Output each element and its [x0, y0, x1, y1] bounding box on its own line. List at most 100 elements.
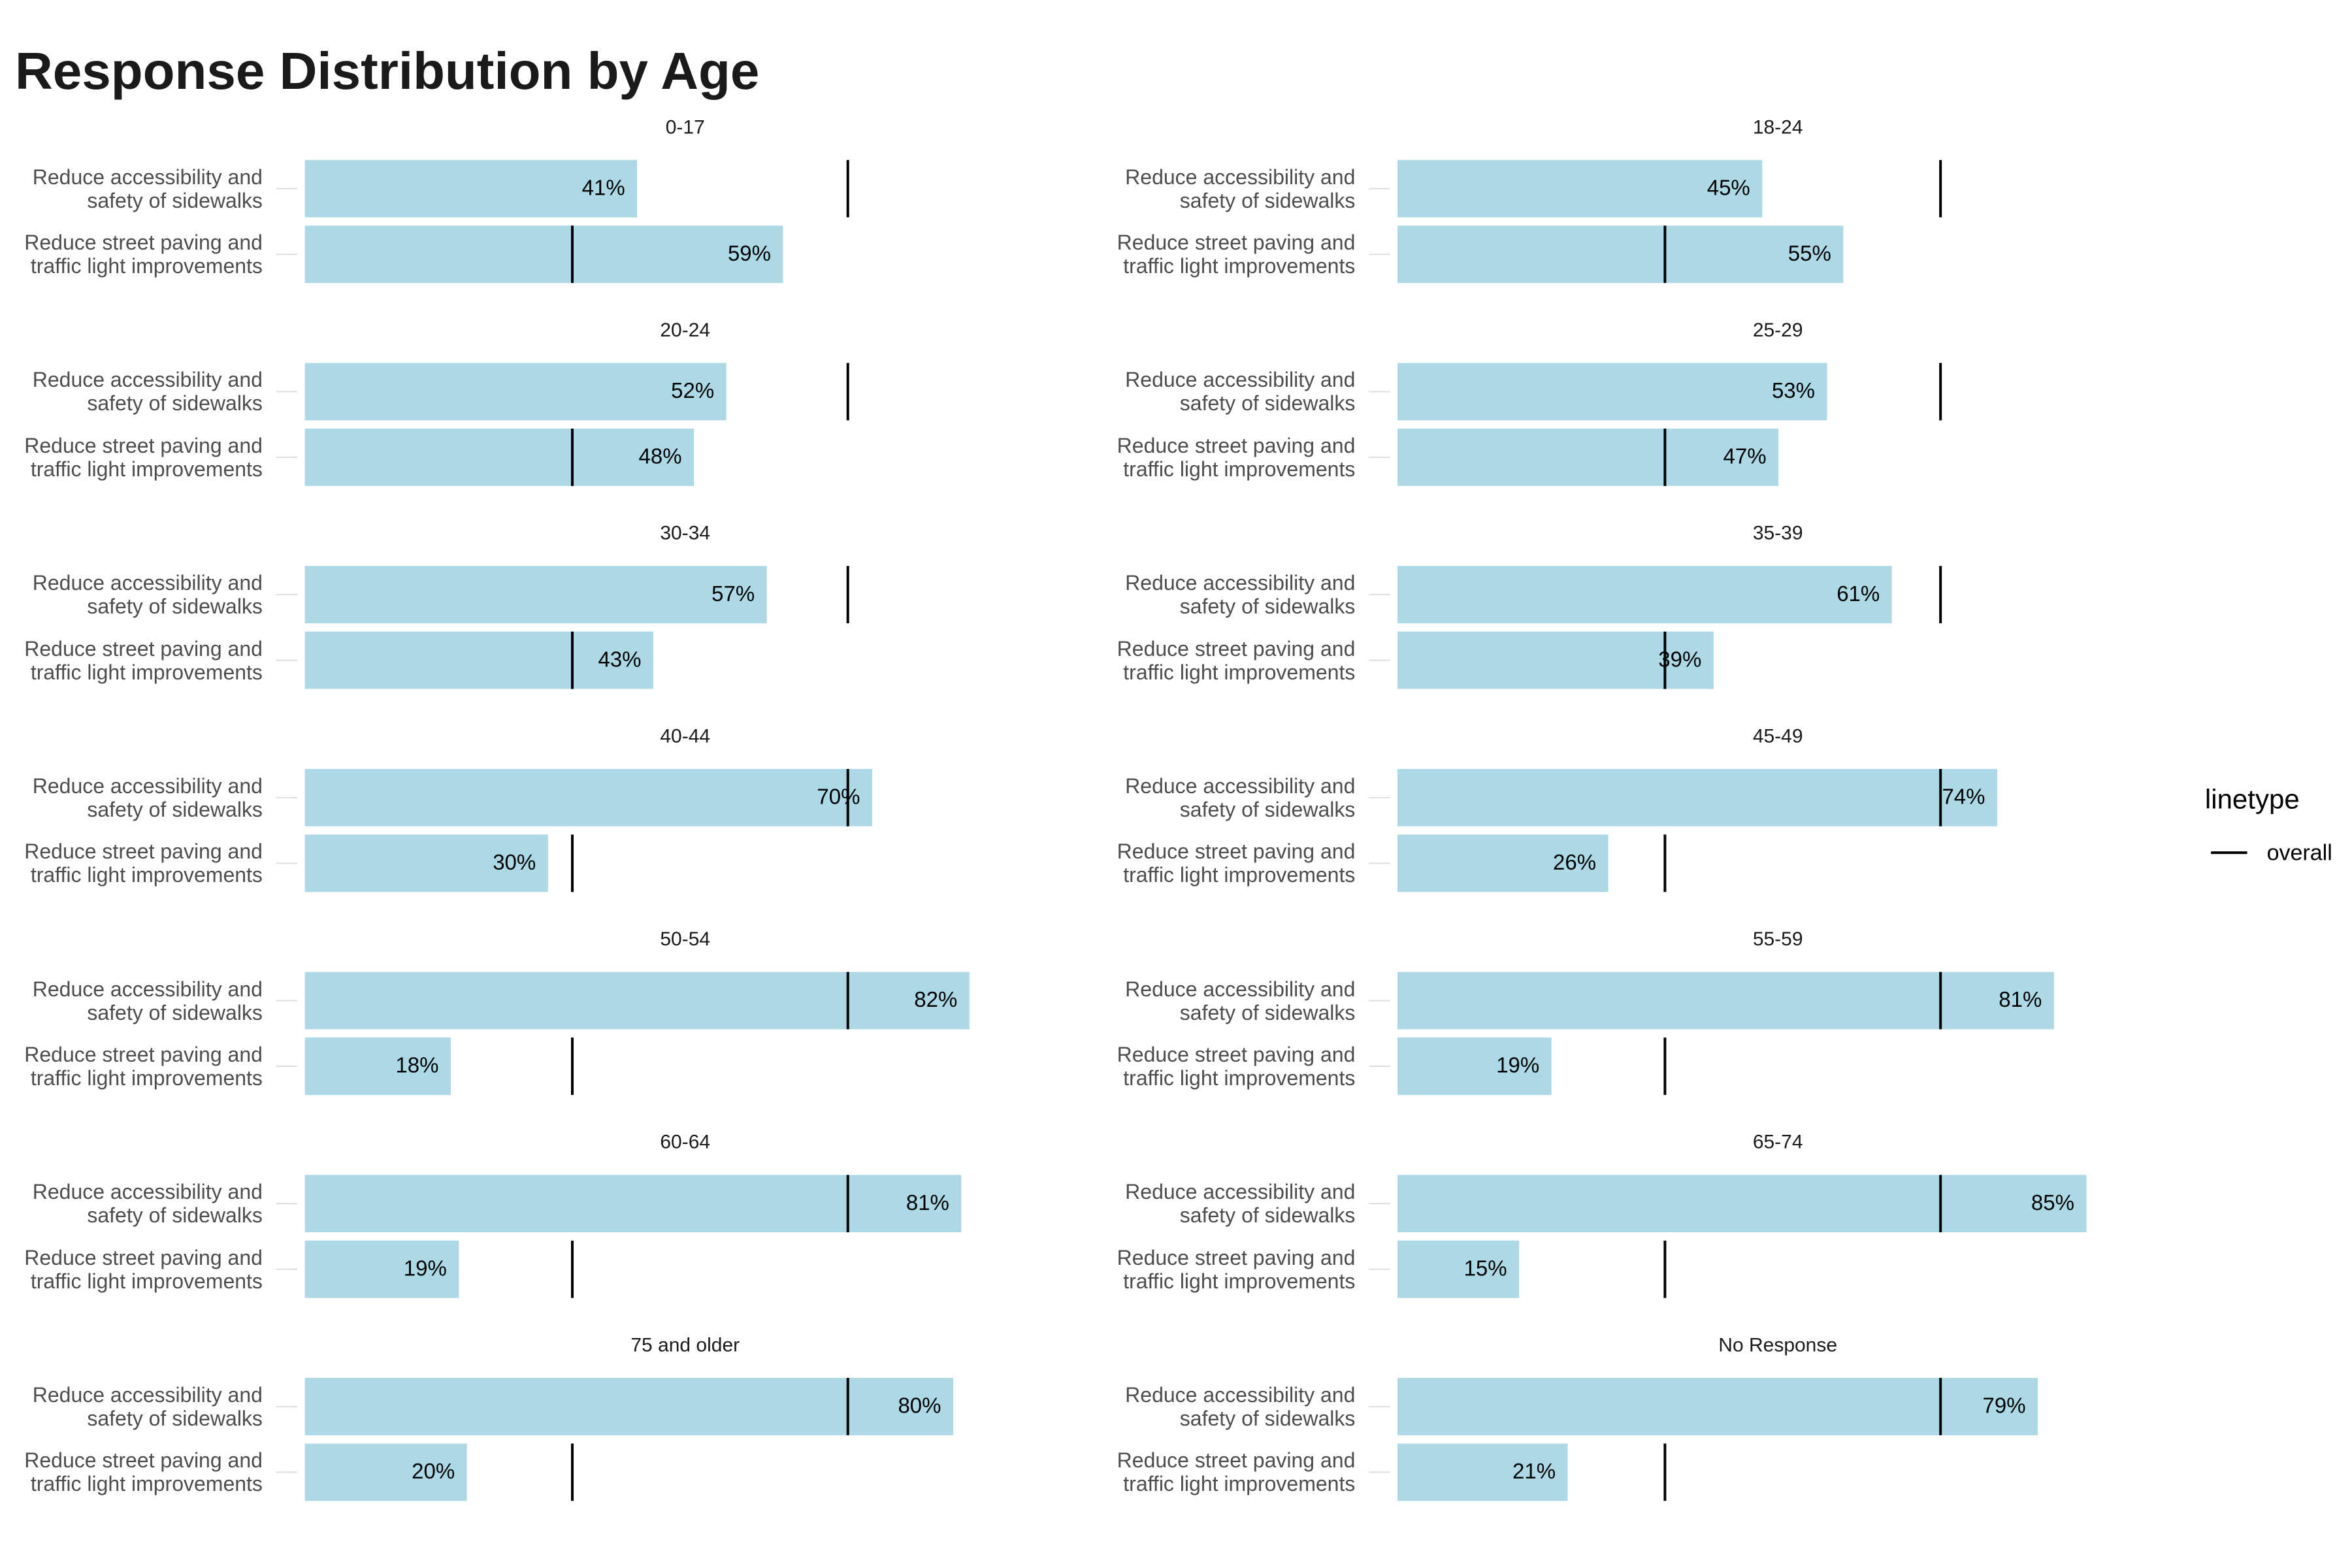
category-label: Reduce street paving and traffic light i…	[1117, 433, 1356, 481]
facet-title: 35-39	[1753, 523, 1803, 544]
category-label: Reduce street paving and traffic light i…	[24, 433, 263, 481]
facet-title: 55-59	[1753, 928, 1803, 950]
bar	[304, 1378, 953, 1435]
category-label: Reduce street paving and traffic light i…	[1117, 1245, 1356, 1293]
bar	[1397, 768, 1998, 826]
value-label: 85%	[2031, 1190, 2074, 1215]
category-label: Reduce accessibility and safety of sidew…	[32, 1382, 263, 1430]
value-label: 80%	[898, 1394, 941, 1418]
bar	[1397, 566, 1892, 624]
bar	[1397, 1037, 1552, 1095]
value-label: 18%	[395, 1053, 438, 1077]
bar	[1397, 429, 1779, 486]
chart-title: Response Distribution by Age	[15, 42, 759, 100]
bar	[1397, 631, 1714, 689]
value-label: 74%	[1942, 785, 1985, 809]
bar	[304, 363, 727, 421]
category-label: Reduce accessibility and safety of sidew…	[1125, 368, 1356, 416]
bar	[304, 834, 548, 892]
legend-title: linetype	[2205, 784, 2300, 815]
value-label: 57%	[711, 581, 755, 606]
value-label: 15%	[1464, 1256, 1507, 1280]
value-label: 43%	[598, 647, 641, 671]
category-label: Reduce accessibility and safety of sidew…	[1125, 165, 1356, 212]
facet-title: No Response	[1718, 1334, 1837, 1356]
bar	[1397, 972, 2054, 1030]
bar	[1397, 1443, 1568, 1501]
value-label: 70%	[817, 785, 860, 809]
value-label: 30%	[493, 850, 536, 874]
bar	[1397, 834, 1609, 892]
facet-title: 20-24	[660, 319, 710, 341]
category-label: Reduce street paving and traffic light i…	[24, 636, 263, 684]
bar	[1397, 1240, 1520, 1298]
value-label: 47%	[1723, 444, 1767, 468]
value-label: 81%	[906, 1190, 949, 1215]
facet-title: 75 and older	[630, 1334, 740, 1356]
value-label: 81%	[1999, 987, 2042, 1011]
bar	[304, 768, 872, 826]
facet-title: 50-54	[660, 928, 710, 950]
value-label: 52%	[671, 378, 714, 402]
facet-title: 18-24	[1753, 116, 1803, 138]
category-label: Reduce street paving and traffic light i…	[1117, 840, 1356, 887]
bar	[304, 159, 638, 218]
bar	[1397, 1378, 2038, 1435]
category-label: Reduce accessibility and safety of sidew…	[32, 774, 263, 821]
bar	[304, 429, 694, 486]
value-label: 59%	[728, 241, 771, 265]
category-label: Reduce accessibility and safety of sidew…	[32, 368, 263, 416]
value-label: 20%	[412, 1459, 455, 1483]
value-label: 26%	[1553, 850, 1596, 874]
category-label: Reduce accessibility and safety of sidew…	[1125, 977, 1356, 1024]
bar	[304, 566, 767, 624]
category-label: Reduce accessibility and safety of sidew…	[32, 165, 263, 212]
category-label: Reduce accessibility and safety of sidew…	[1125, 774, 1356, 821]
value-label: 61%	[1837, 581, 1880, 606]
facet-title: 45-49	[1753, 725, 1803, 747]
category-label: Reduce accessibility and safety of sidew…	[1125, 571, 1356, 619]
facet-title: 65-74	[1753, 1132, 1803, 1153]
category-label: Reduce accessibility and safety of sidew…	[32, 571, 263, 619]
category-label: Reduce street paving and traffic light i…	[1117, 231, 1356, 278]
category-label: Reduce accessibility and safety of sidew…	[1125, 1180, 1356, 1228]
category-label: Reduce street paving and traffic light i…	[24, 1245, 263, 1293]
category-label: Reduce accessibility and safety of sidew…	[32, 1180, 263, 1228]
value-label: 41%	[582, 175, 625, 199]
value-label: 19%	[404, 1256, 447, 1280]
bar	[304, 1240, 459, 1298]
facet-title: 25-29	[1753, 319, 1803, 341]
category-label: Reduce street paving and traffic light i…	[24, 231, 263, 278]
legend-label: overall	[2267, 840, 2332, 865]
bar	[304, 1037, 451, 1095]
category-label: Reduce street paving and traffic light i…	[1117, 636, 1356, 684]
category-label: Reduce street paving and traffic light i…	[1117, 1448, 1356, 1496]
value-label: 19%	[1496, 1053, 1539, 1077]
value-label: 79%	[1982, 1394, 2025, 1418]
bar	[304, 972, 970, 1030]
bar	[304, 225, 783, 284]
facet-title: 60-64	[660, 1132, 710, 1153]
value-label: 45%	[1707, 175, 1750, 199]
category-label: Reduce accessibility and safety of sidew…	[32, 977, 263, 1024]
category-label: Reduce street paving and traffic light i…	[24, 1448, 263, 1496]
bar	[304, 631, 654, 689]
value-label: 55%	[1788, 241, 1831, 265]
bar	[1397, 1175, 2087, 1233]
bar	[1397, 159, 1763, 218]
facet-title: 40-44	[660, 725, 710, 747]
bar	[304, 1175, 962, 1233]
facet-title: 0-17	[666, 116, 705, 138]
category-label: Reduce accessibility and safety of sidew…	[1125, 1382, 1356, 1430]
value-label: 21%	[1512, 1459, 1556, 1483]
value-label: 53%	[1772, 378, 1815, 402]
value-label: 48%	[639, 444, 682, 468]
value-label: 82%	[914, 987, 957, 1011]
bar	[1397, 363, 1827, 421]
bar	[1397, 225, 1844, 284]
bar	[304, 1443, 467, 1501]
category-label: Reduce street paving and traffic light i…	[1117, 1043, 1356, 1090]
category-label: Reduce street paving and traffic light i…	[24, 840, 263, 887]
